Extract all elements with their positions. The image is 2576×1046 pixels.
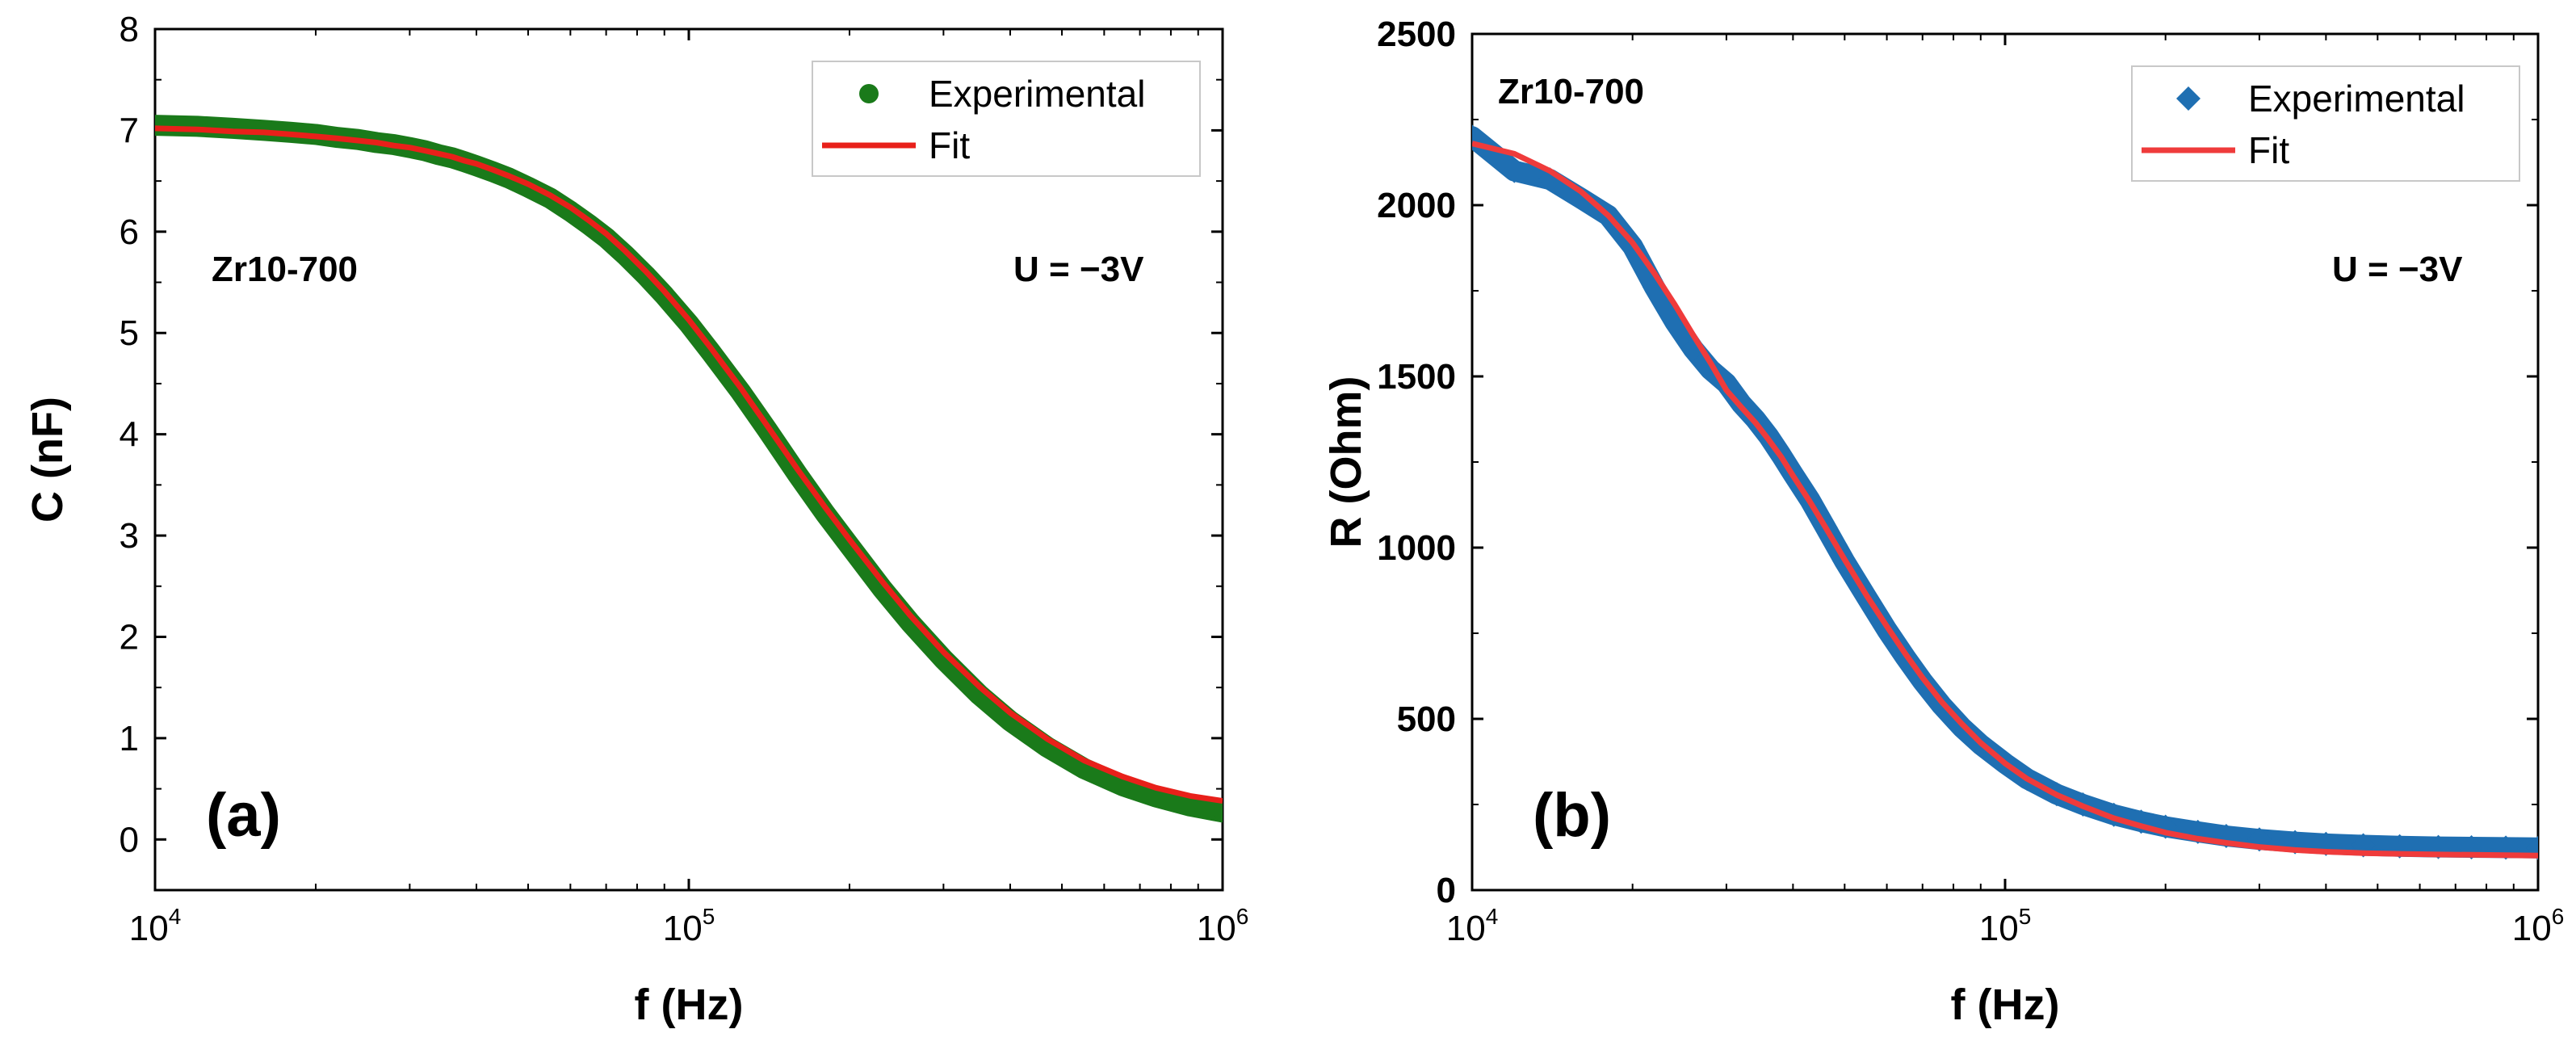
x-axis-title: f (Hz) [635, 981, 744, 1029]
voltage-annotation: U = −3V [1013, 250, 1144, 289]
experimental-point [2153, 814, 2178, 839]
experimental-band [155, 115, 1223, 823]
legend: Experimental Fit [812, 61, 1201, 177]
experimental-point [1502, 158, 1527, 183]
legend-box [2131, 65, 2520, 182]
x-tick-label: 106 [2512, 904, 2565, 948]
y-tick-label: 4 [120, 415, 139, 455]
experimental-point [1147, 788, 1165, 806]
y-tick-label: 7 [120, 111, 139, 150]
legend-box [812, 61, 1201, 177]
y-tick-label: 0 [120, 820, 139, 859]
panel-label: (b) [1533, 781, 1611, 850]
panel-b-chart: 0 500 1000 1500 2000 2500 104 105 106 f (Hz) R (Oh… [1322, 15, 2564, 1029]
panel-a-chart: 0 1 2 3 4 5 6 7 8 104 105 106 f (Hz) C (nF) Zr10-700 U … [23, 10, 1248, 1029]
legend-label-experimental: Experimental [929, 73, 1145, 115]
x-tick-label: 106 [1197, 904, 1249, 948]
x-tick-label: 105 [663, 904, 715, 948]
panel-label: (a) [206, 781, 281, 850]
y-tick-label: 6 [120, 212, 139, 252]
y-tick-label: 500 [1397, 699, 1456, 739]
y-tick-label: 2 [120, 617, 139, 657]
experimental-point [1181, 796, 1200, 815]
y-tick-label: 0 [1437, 871, 1456, 910]
y-tick-label: 1500 [1377, 357, 1456, 397]
y-tick-label: 1000 [1377, 528, 1456, 568]
plot-area [155, 115, 1223, 823]
experimental-point [1114, 776, 1132, 795]
x-axis-title: f (Hz) [1951, 981, 2060, 1029]
experimental-point [1568, 186, 1593, 211]
experimental-point [1214, 803, 1223, 821]
y-axis-title: R (Ohm) [1322, 376, 1370, 548]
y-tick-label: 2000 [1377, 186, 1456, 225]
sample-annotation: Zr10-700 [212, 250, 358, 289]
y-axis-title: C (nF) [23, 397, 72, 523]
y-tick-label: 5 [120, 313, 139, 353]
y-tick-label: 3 [120, 516, 139, 556]
x-tick-label: 105 [1979, 904, 2032, 948]
experimental-point [155, 116, 164, 135]
y-tick-label: 1 [120, 719, 139, 758]
sample-annotation: Zr10-700 [1498, 72, 1644, 111]
legend-marker-experimental [2176, 86, 2201, 111]
legend-label-fit: Fit [2248, 129, 2289, 171]
x-tick-label: 104 [129, 904, 182, 948]
legend-marker-experimental [859, 84, 879, 103]
x-tick-label: 104 [1446, 904, 1499, 948]
fit-line [1472, 141, 2538, 859]
fit-line [155, 125, 1223, 804]
y-tick-label: 2500 [1377, 15, 1456, 54]
plot-area [1472, 124, 2538, 860]
legend-label-fit: Fit [929, 124, 970, 166]
y-tick-label: 8 [120, 10, 139, 49]
legend: Experimental Fit [2131, 65, 2520, 182]
voltage-annotation: U = −3V [2332, 250, 2463, 289]
legend-label-experimental: Experimental [2248, 78, 2465, 120]
